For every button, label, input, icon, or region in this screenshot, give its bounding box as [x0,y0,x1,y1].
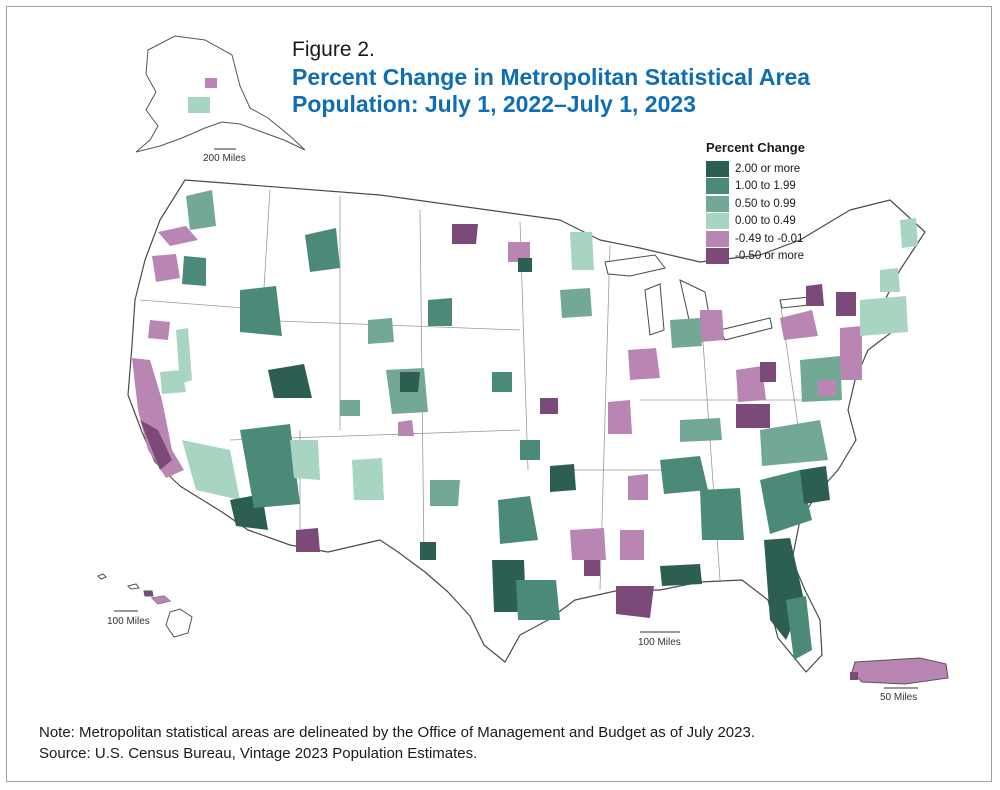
great-lakes [604,254,821,341]
puerto-rico-shape [851,657,949,685]
legend-swatch [706,230,729,247]
puerto-rico-metro [850,672,858,680]
legend-swatch [706,178,729,195]
hawaii-metro-kahului [152,596,170,604]
metro-areas [132,190,918,660]
legend-item: 0.00 to 0.49 [706,213,866,231]
legend-item: -0.50 or more [706,248,866,266]
alaska-metro-anchorage [188,97,210,113]
alaska-metro-fairbanks [205,78,217,88]
legend-title: Percent Change [706,140,805,155]
legend-swatch [706,248,729,265]
alaska-shape [135,35,306,153]
figure-label: Figure 2. [292,38,375,61]
alaska-inset [135,35,306,153]
conus-map [127,179,926,673]
note-text: Note: Metropolitan statistical areas are… [39,724,755,741]
alaska-scale-label: 200 Miles [203,153,246,164]
hawaii-inset [97,573,193,638]
conus-scale-label: 100 Miles [638,637,681,648]
hawaii-shape [97,573,193,638]
legend-swatch [706,195,729,212]
puerto-rico-scale-label: 50 Miles [880,692,917,703]
figure-frame [6,6,992,782]
puerto-rico-inset [850,657,949,685]
legend-label: 1.00 to 1.99 [735,180,796,193]
source-text: Source: U.S. Census Bureau, Vintage 2023… [39,745,478,762]
legend-label: 0.00 to 0.49 [735,215,796,228]
figure-title: Percent Change in Metropolitan Statistic… [292,64,811,117]
legend-item: 2.00 or more [706,160,866,178]
legend-label: 0.50 to 0.99 [735,197,796,210]
legend-item: 1.00 to 1.99 [706,178,866,196]
legend-item: 0.50 to 0.99 [706,195,866,213]
footnote: Note: Metropolitan statistical areas are… [39,722,755,764]
legend-swatch [706,160,729,177]
legend: Percent Change 2.00 or more 1.00 to 1.99… [706,140,866,265]
legend-label: 2.00 or more [735,162,801,175]
hawaii-metro-honolulu [144,591,153,596]
scale-bars: 200 Miles 100 Miles 100 Miles 50 Miles [107,148,918,703]
legend-label: -0.49 to -0.01 [735,232,804,245]
legend-swatch [706,213,729,230]
legend-label: -0.50 or more [735,250,805,263]
legend-item: -0.49 to -0.01 [706,230,866,248]
hawaii-scale-label: 100 Miles [107,616,150,627]
